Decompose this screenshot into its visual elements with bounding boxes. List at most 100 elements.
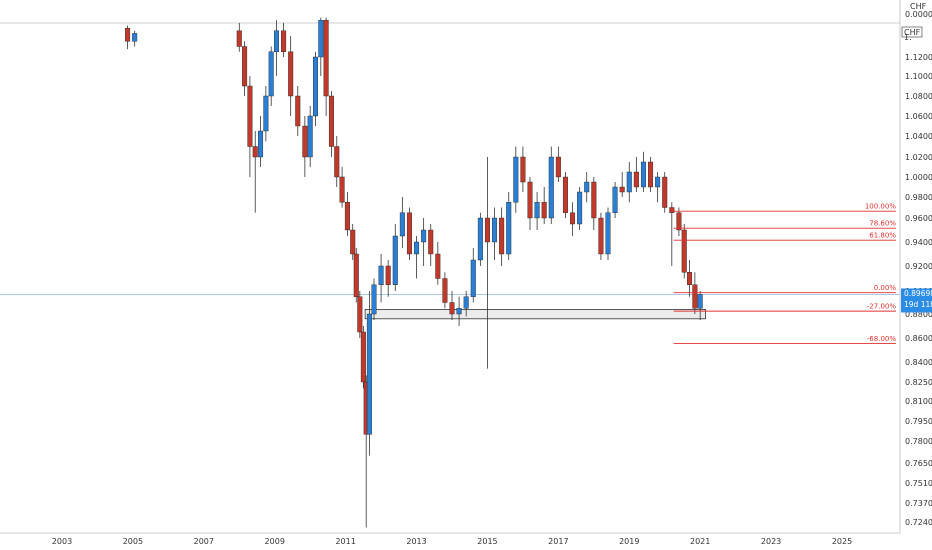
candle [626, 162, 632, 203]
candle-body [477, 217, 483, 261]
candle [318, 17, 324, 76]
candle [428, 224, 434, 266]
candle-body [570, 212, 576, 225]
candle-body [125, 27, 131, 42]
candle [640, 151, 646, 192]
candle-body [676, 212, 682, 231]
candle-body [281, 30, 287, 52]
countdown-label: 19d 11h [904, 300, 932, 309]
candle-body [421, 229, 427, 243]
candle [669, 202, 675, 266]
fib-label: 61.80% [869, 232, 896, 240]
candle [470, 248, 476, 303]
time-tick-label: 2025 [832, 537, 852, 546]
fib-label: 0.00% [874, 284, 897, 292]
candle [247, 76, 253, 177]
candle-body [577, 191, 583, 225]
price-tick-label: 1.08000 [905, 92, 932, 101]
candle-body [513, 156, 519, 203]
candle [385, 260, 391, 297]
price-tick-label: 1.04000 [905, 132, 932, 141]
candle-body [307, 115, 313, 158]
candle [681, 224, 687, 279]
candle [687, 260, 693, 297]
candle [506, 192, 512, 260]
price-tick-label: 0.72400 [905, 518, 932, 527]
candle [456, 296, 462, 326]
candle [406, 207, 412, 260]
candle [371, 278, 377, 320]
candle-body [263, 95, 269, 132]
candle [263, 86, 269, 142]
candle-body [295, 95, 301, 127]
support-zone-layer [364, 308, 706, 320]
candle-body [378, 265, 384, 285]
candle [541, 187, 547, 224]
candle [392, 224, 398, 291]
candle-body [435, 253, 441, 279]
candle [414, 236, 420, 279]
candle [562, 172, 568, 218]
candle-body [268, 51, 274, 97]
candle-body [527, 181, 533, 219]
candle [676, 207, 682, 236]
candle-body [353, 253, 359, 297]
candle-body [318, 20, 324, 58]
candle [281, 22, 287, 57]
candle [449, 291, 455, 320]
candle [513, 146, 519, 213]
fib-level: 100.00% [673, 203, 896, 212]
currency-label: CHF [910, 2, 927, 11]
time-tick-label: 2003 [52, 537, 72, 546]
candle [520, 146, 526, 192]
candle-body [640, 161, 646, 188]
currency-badge-label: CHF [904, 28, 921, 37]
candle-body [692, 284, 698, 309]
candle [492, 207, 498, 260]
time-tick-label: 2011 [335, 537, 355, 546]
candle-body [463, 296, 469, 309]
candle-body [555, 156, 561, 178]
candle-body [357, 296, 363, 333]
candle-body [274, 30, 280, 52]
fib-level: 78.60% [673, 220, 896, 229]
currency-badge [901, 26, 923, 38]
candle-body [258, 130, 264, 158]
candle-body [334, 146, 340, 178]
candle-body [584, 181, 590, 193]
candle [442, 272, 448, 309]
candle [242, 41, 248, 96]
price-tick-label: 1.06000 [905, 112, 932, 121]
candle [288, 36, 294, 116]
candle-body [302, 125, 308, 158]
candle-body [626, 171, 632, 193]
candle [555, 146, 561, 182]
price-tick-label: 1.10000 [905, 72, 932, 81]
fib-label: -27.00% [867, 303, 897, 311]
candle-body [681, 229, 687, 273]
candle [697, 291, 703, 320]
candle [591, 177, 597, 230]
candle-body [442, 278, 448, 303]
fib-level: -27.00% [673, 303, 897, 312]
candle-body [371, 284, 377, 315]
fib-level: 0.00% [673, 284, 897, 294]
candle [633, 157, 639, 192]
price-tick-label: 1.12000 [905, 53, 932, 62]
candle-body [247, 85, 253, 147]
candle-body [399, 212, 405, 237]
fib-label: 78.60% [869, 220, 896, 228]
candle-body [506, 202, 512, 255]
candle-body [428, 229, 434, 255]
candle [302, 116, 308, 177]
